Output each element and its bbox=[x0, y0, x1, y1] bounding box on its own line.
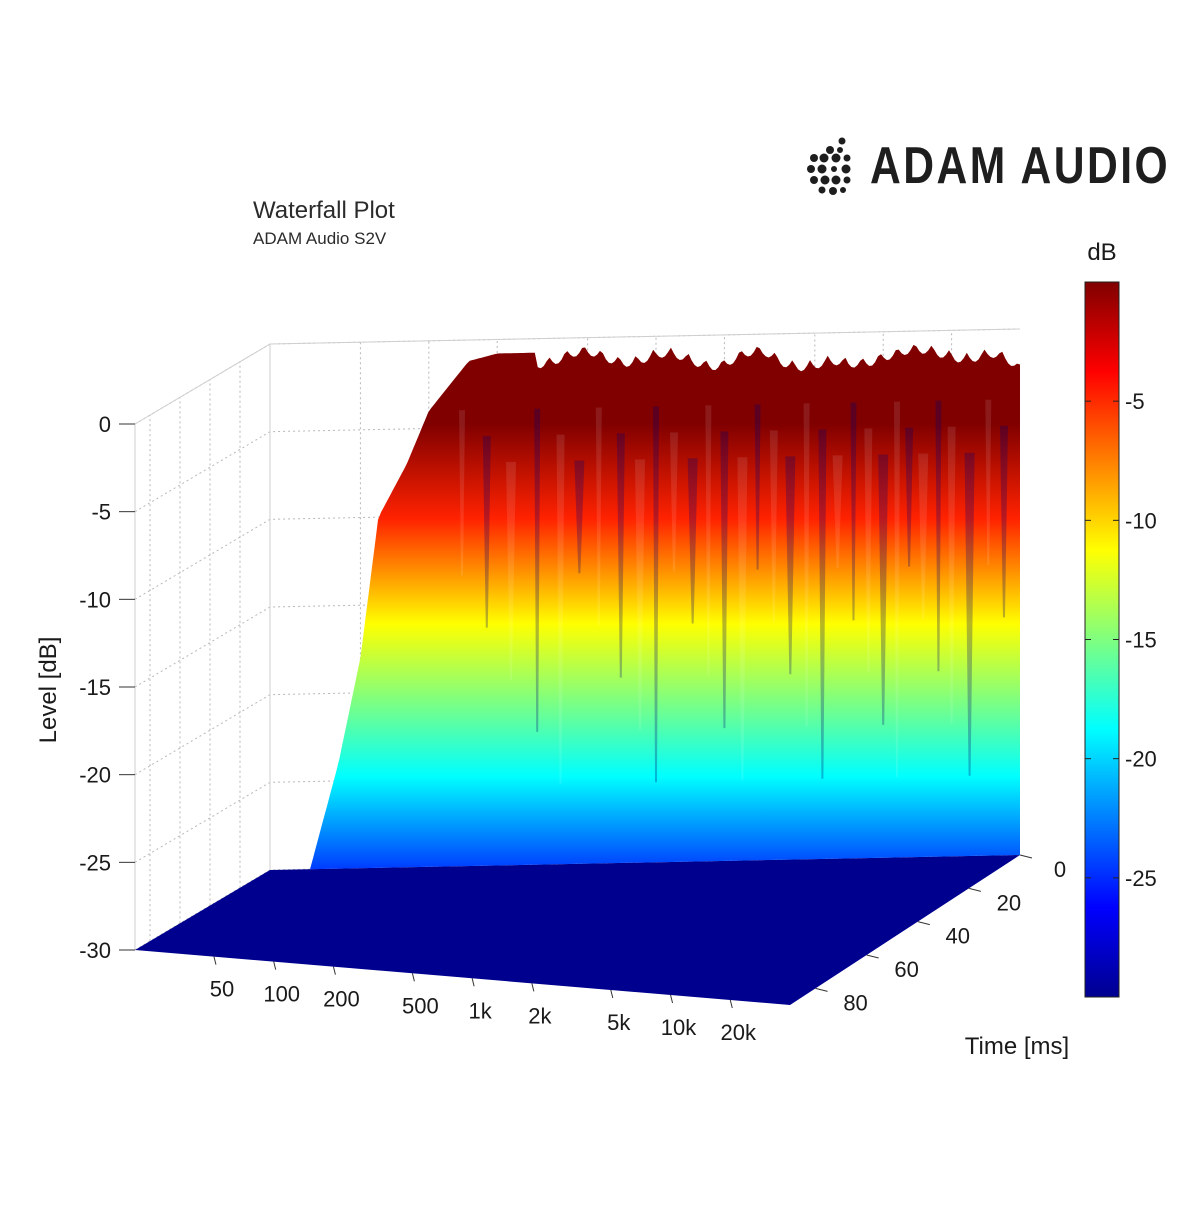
freq-tick-mark bbox=[531, 983, 535, 992]
freq-tick-mark bbox=[610, 989, 614, 999]
freq-tick-label: 2k bbox=[528, 1003, 552, 1028]
colorbar-label: dB bbox=[1087, 239, 1116, 266]
decay-ridge bbox=[653, 406, 660, 783]
level-tick-label: -5 bbox=[91, 500, 111, 525]
axis-box-edge bbox=[269, 328, 1021, 345]
brand-logo: ADAM AUDIO bbox=[806, 136, 1200, 196]
initial-response-wall bbox=[310, 344, 1020, 870]
decay-ridge bbox=[878, 454, 889, 725]
brand-name: ADAM AUDIO bbox=[870, 137, 1171, 195]
freq-tick-label: 5k bbox=[607, 1010, 631, 1035]
time-tick-mark bbox=[917, 921, 930, 926]
decay-ridge bbox=[574, 460, 585, 574]
decay-ridge bbox=[737, 457, 748, 781]
decay-ridge bbox=[918, 453, 929, 619]
freq-tick-label: 10k bbox=[661, 1015, 697, 1040]
freq-tick-mark bbox=[670, 994, 674, 1004]
decay-ridge bbox=[705, 405, 712, 676]
time-axis-label: Time [ms] bbox=[965, 1033, 1069, 1060]
freq-tick-mark bbox=[411, 973, 415, 982]
time-tick-label: 0 bbox=[1054, 857, 1066, 882]
freq-tick-mark bbox=[273, 961, 277, 970]
decay-ridge bbox=[785, 456, 796, 675]
decay-ridge bbox=[556, 434, 565, 784]
chart-title: Waterfall Plot bbox=[253, 197, 395, 224]
decay-ridge bbox=[985, 399, 992, 566]
level-tick-label: -20 bbox=[79, 763, 111, 788]
time-tick-mark bbox=[968, 887, 982, 892]
floor-surface bbox=[135, 855, 1020, 1005]
axis-box-edge bbox=[134, 343, 271, 425]
freq-tick-mark bbox=[729, 999, 733, 1009]
colorbar-tick-label: -20 bbox=[1125, 747, 1157, 772]
decay-ridge bbox=[595, 407, 602, 626]
level-tick-label: 0 bbox=[99, 412, 111, 437]
level-axis-label: Level [dB] bbox=[35, 637, 62, 744]
decay-ridge bbox=[459, 410, 466, 576]
freq-tick-mark bbox=[213, 956, 217, 965]
time-tick-label: 60 bbox=[894, 957, 918, 982]
freq-tick-label: 50 bbox=[210, 977, 234, 1002]
level-tick-label: -15 bbox=[79, 675, 111, 700]
decay-ridge bbox=[803, 403, 810, 727]
time-tick-label: 20 bbox=[997, 890, 1021, 915]
freq-tick-mark bbox=[471, 978, 475, 987]
decay-ridge bbox=[534, 408, 541, 732]
freq-tick-label: 20k bbox=[721, 1020, 757, 1045]
colorbar-tick-label: -5 bbox=[1125, 389, 1145, 414]
decay-ridge bbox=[905, 427, 914, 567]
time-tick-mark bbox=[866, 954, 879, 959]
decay-ridge bbox=[947, 426, 956, 724]
time-tick-mark bbox=[815, 987, 828, 992]
decay-ridge bbox=[669, 432, 678, 572]
decay-ridge bbox=[616, 433, 625, 678]
decay-ridge bbox=[818, 429, 827, 779]
decay-ridge bbox=[754, 404, 761, 570]
decay-ridge bbox=[935, 400, 942, 672]
level-tick-label: -25 bbox=[79, 850, 111, 875]
time-tick-mark bbox=[1019, 854, 1033, 859]
decay-ridge bbox=[894, 401, 901, 778]
decay-ridge bbox=[999, 425, 1008, 618]
decay-ridge bbox=[687, 458, 698, 624]
decay-ridge bbox=[505, 461, 516, 680]
colorbar-tick-label: -10 bbox=[1125, 508, 1157, 533]
decay-ridge bbox=[634, 459, 645, 730]
level-tick-label: -10 bbox=[79, 587, 111, 612]
decay-ridge bbox=[850, 402, 857, 621]
decay-ridge bbox=[964, 452, 975, 776]
freq-tick-label: 100 bbox=[263, 982, 300, 1007]
decay-ridge bbox=[482, 436, 491, 628]
time-tick-label: 40 bbox=[946, 924, 970, 949]
freq-tick-label: 200 bbox=[323, 987, 360, 1012]
waterfall-surface bbox=[135, 344, 1020, 1005]
freq-tick-mark bbox=[332, 966, 336, 975]
freq-tick-label: 1k bbox=[468, 998, 492, 1023]
decay-ridge bbox=[720, 431, 729, 729]
level-tick-label: -30 bbox=[79, 938, 111, 963]
colorbar: dB -5 -10 -15 -20 -25 bbox=[1084, 239, 1157, 998]
freq-tick-label: 500 bbox=[402, 993, 439, 1018]
colorbar-tick-label: -15 bbox=[1125, 628, 1157, 653]
colorbar-tick-label: -25 bbox=[1125, 866, 1157, 891]
decay-ridge bbox=[832, 455, 843, 569]
brand-dots-icon bbox=[807, 137, 851, 195]
chart-subtitle: ADAM Audio S2V bbox=[253, 229, 387, 248]
decay-ridge bbox=[864, 428, 873, 673]
time-tick-label: 80 bbox=[843, 990, 867, 1015]
decay-ridge bbox=[769, 430, 778, 622]
